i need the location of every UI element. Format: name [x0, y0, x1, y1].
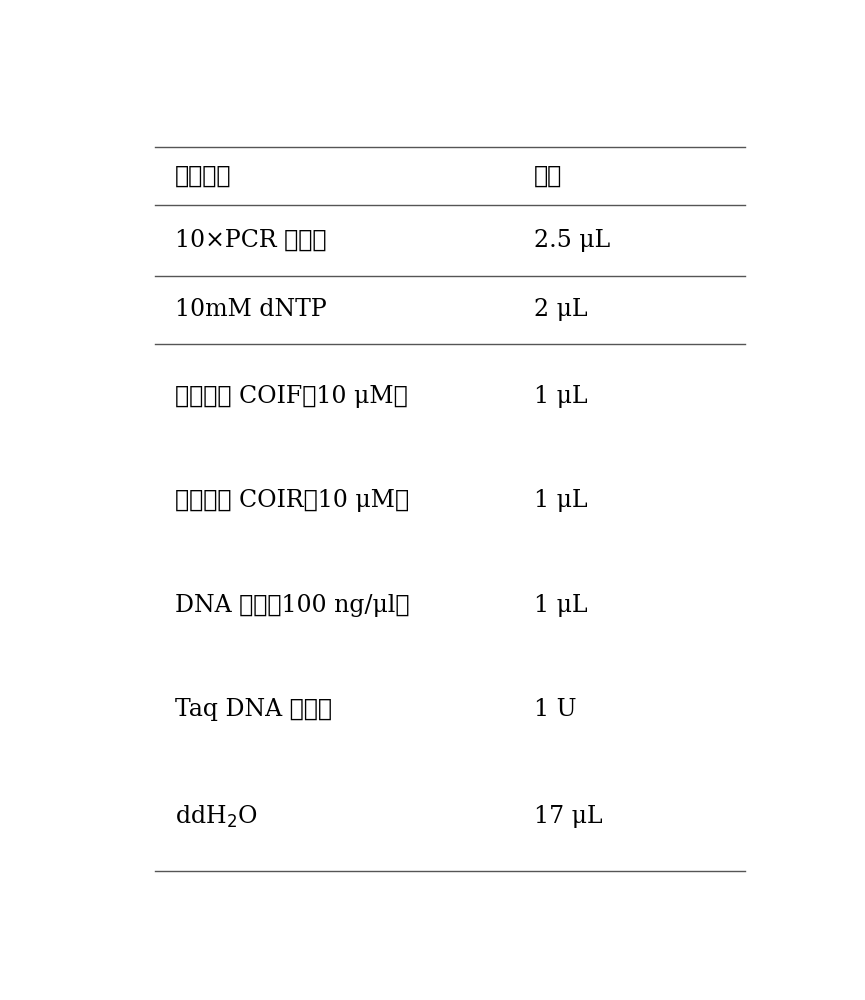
Text: 2 μL: 2 μL [534, 298, 587, 321]
Text: 反向引物 COIR（10 μM）: 反向引物 COIR（10 μM） [176, 489, 409, 512]
Text: 1 μL: 1 μL [534, 594, 587, 617]
Text: ddH$_2$O: ddH$_2$O [176, 803, 258, 830]
Text: 体系成分: 体系成分 [176, 164, 232, 187]
Text: 10×PCR 缓冲液: 10×PCR 缓冲液 [176, 229, 327, 252]
Text: 17 μL: 17 μL [534, 805, 602, 828]
Text: DNA 模版（100 ng/μl）: DNA 模版（100 ng/μl） [176, 594, 410, 617]
Text: 1 μL: 1 μL [534, 489, 587, 512]
Text: 1 μL: 1 μL [534, 385, 587, 408]
Text: 2.5 μL: 2.5 μL [534, 229, 610, 252]
Text: 正向引物 COIF（10 μM）: 正向引物 COIF（10 μM） [176, 385, 408, 408]
Text: 体积: 体积 [534, 164, 562, 187]
Text: 1 U: 1 U [534, 698, 576, 721]
Text: Taq DNA 聚合酶: Taq DNA 聚合酶 [176, 698, 332, 721]
Text: 10mM dNTP: 10mM dNTP [176, 298, 327, 321]
